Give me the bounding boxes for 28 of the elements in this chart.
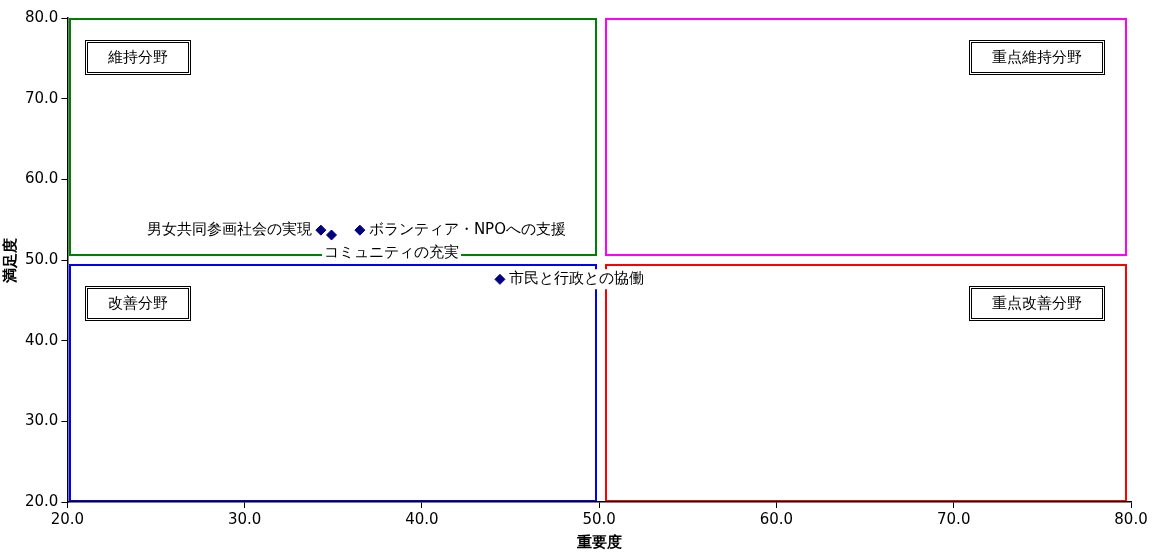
annotation: 重点維持分野 [969, 40, 1105, 75]
annotation: 重点改善分野 [969, 286, 1105, 321]
series-label: 市民と行政との協働 [508, 269, 644, 288]
y-tick-label: 50.0 [24, 249, 59, 268]
annotation: 維持分野 [85, 40, 192, 75]
x-tick-label: 50.0 [582, 509, 616, 528]
x-tick-label: 20.0 [50, 509, 85, 528]
x-tick-label: 30.0 [227, 509, 262, 528]
x-axis-title: 重要度 [575, 532, 622, 551]
series-label: コミュニティの充実 [324, 242, 460, 261]
x-tick-label: 80.0 [1114, 509, 1148, 528]
y-tick-label: 40.0 [24, 330, 59, 349]
series-label: ボランティア・NPOへの支援 [368, 220, 566, 239]
y-tick-label: 70.0 [24, 88, 59, 107]
x-tick-label: 40.0 [405, 509, 439, 528]
y-tick-label: 20.0 [24, 491, 59, 510]
y-tick-label: 60.0 [24, 169, 59, 188]
y-axis-title: 満足度 [0, 237, 19, 284]
y-tick-label: 30.0 [24, 411, 59, 430]
y-tick-label: 80.0 [24, 7, 59, 26]
point [354, 224, 366, 236]
point [315, 224, 327, 236]
series-label: 男女共同参画社会の実現 [146, 220, 312, 239]
x-tick-label: 70.0 [937, 509, 971, 528]
annotation: 改善分野 [85, 286, 192, 321]
x-tick-label: 60.0 [759, 509, 794, 528]
point [494, 273, 506, 285]
point [326, 229, 338, 241]
